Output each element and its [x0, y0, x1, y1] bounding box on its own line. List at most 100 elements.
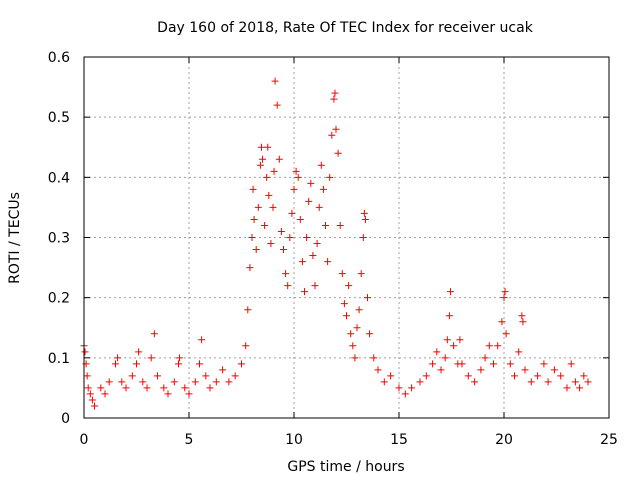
data-point — [338, 270, 346, 278]
data-point — [176, 354, 184, 362]
data-point — [270, 167, 278, 175]
data-point — [269, 203, 277, 211]
y-tick-label: 0.5 — [48, 110, 70, 126]
data-point — [311, 282, 319, 290]
data-point — [212, 378, 220, 386]
data-point — [563, 384, 571, 392]
data-point — [343, 312, 350, 320]
data-point — [347, 330, 355, 338]
data-point — [534, 372, 542, 380]
data-point — [118, 378, 126, 386]
data-point — [521, 366, 529, 374]
y-tick-label: 0.1 — [48, 351, 70, 367]
data-point — [408, 384, 416, 392]
data-point — [437, 366, 445, 374]
data-point — [254, 203, 262, 211]
data-point — [259, 155, 266, 163]
data-point — [112, 360, 119, 368]
data-point — [345, 282, 353, 290]
data-point — [324, 258, 332, 266]
data-point — [557, 372, 565, 380]
data-point — [355, 306, 363, 314]
data-point — [150, 330, 158, 338]
data-point — [322, 221, 329, 229]
data-point — [429, 360, 437, 368]
data-point — [544, 378, 552, 386]
data-point — [331, 89, 339, 97]
data-point — [490, 360, 497, 368]
data-point — [143, 384, 151, 392]
data-point — [288, 209, 296, 217]
data-point — [160, 384, 168, 392]
data-point — [441, 354, 449, 362]
data-point — [313, 240, 321, 248]
data-point — [265, 191, 273, 199]
data-point — [395, 384, 403, 392]
data-point — [264, 143, 272, 151]
data-point — [527, 378, 535, 386]
data-point — [456, 336, 464, 344]
data-point — [298, 258, 306, 266]
data-point — [231, 372, 239, 380]
data-point — [128, 372, 136, 380]
data-point — [433, 348, 441, 356]
data-point — [360, 209, 368, 217]
x-tick-label: 5 — [185, 432, 194, 448]
data-point — [511, 372, 518, 380]
data-point — [518, 312, 526, 320]
y-tick-label: 0.2 — [48, 291, 70, 307]
data-point — [202, 372, 210, 380]
data-point — [206, 384, 214, 392]
data-point — [446, 288, 454, 296]
data-point — [181, 384, 189, 392]
data-point — [481, 354, 489, 362]
data-point — [86, 390, 94, 398]
data-point — [477, 366, 485, 374]
data-point — [485, 342, 493, 350]
data-point — [135, 348, 143, 356]
data-point — [330, 95, 338, 103]
data-point — [170, 378, 178, 386]
data-point — [571, 378, 579, 386]
data-point — [422, 372, 430, 380]
data-point — [349, 342, 357, 350]
data-point — [273, 101, 281, 109]
data-point — [471, 378, 479, 386]
y-tick-label: 0 — [61, 411, 70, 427]
data-point — [238, 360, 245, 368]
data-point — [443, 336, 451, 344]
x-tick-label: 10 — [285, 432, 303, 448]
data-point — [370, 354, 378, 362]
data-point — [317, 161, 325, 169]
data-point — [366, 330, 374, 338]
data-point — [261, 221, 269, 229]
y-tick-label: 0.3 — [48, 231, 70, 247]
data-point — [301, 288, 308, 296]
data-point — [277, 227, 285, 235]
data-point — [334, 149, 342, 157]
data-point — [580, 372, 588, 380]
data-point — [88, 396, 96, 404]
data-point — [248, 234, 256, 241]
data-point — [271, 77, 279, 85]
data-point — [361, 215, 369, 223]
data-point — [91, 402, 98, 410]
chart-title: Day 160 of 2018, Rate Of TEC Index for r… — [157, 20, 534, 36]
data-point — [101, 390, 109, 398]
x-tick-label: 15 — [390, 432, 408, 448]
data-point — [540, 360, 548, 368]
data-point — [147, 354, 155, 362]
data-point — [83, 372, 91, 380]
data-point — [139, 378, 147, 386]
data-point — [328, 131, 336, 139]
data-point — [353, 324, 361, 332]
data-point — [458, 360, 466, 368]
x-axis-label: GPS time / hours — [287, 459, 404, 475]
data-point — [275, 155, 283, 163]
data-point — [380, 378, 388, 386]
data-point — [319, 185, 327, 193]
data-point — [133, 360, 140, 368]
data-point — [387, 372, 395, 380]
data-point — [175, 360, 182, 368]
data-point — [498, 318, 506, 326]
